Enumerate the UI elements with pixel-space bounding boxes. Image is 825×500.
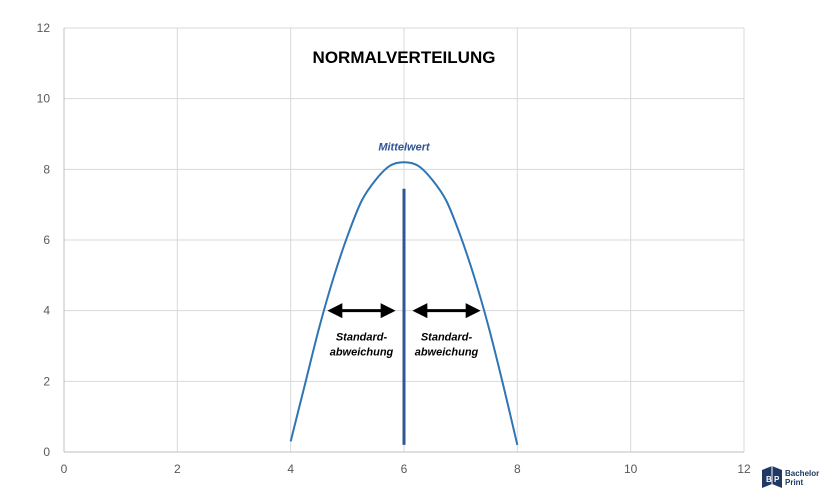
std-deviation-label-left-line1: Standard- [336, 332, 388, 344]
bell-curve-series [289, 161, 519, 446]
y-tick-label: 0 [43, 445, 50, 459]
bachelorprint-logo: B P Bachelor Print [762, 466, 819, 488]
x-tick-label: 12 [737, 462, 751, 476]
y-tick-label: 2 [43, 374, 50, 388]
y-tick-label: 10 [37, 92, 51, 106]
x-tick-label: 6 [401, 462, 408, 476]
chart-title: NORMALVERTEILUNG [313, 48, 496, 67]
std-deviation-label-right-line1: Standard- [421, 332, 473, 344]
tick-labels: 0 2 4 6 8 10 12 0 2 4 6 8 10 12 [37, 21, 751, 476]
svg-text:P: P [774, 475, 780, 484]
book-icon: B P [762, 466, 782, 488]
mean-label: Mittelwert [378, 141, 431, 153]
x-tick-label: 10 [624, 462, 638, 476]
x-tick-label: 8 [514, 462, 521, 476]
x-tick-label: 0 [61, 462, 68, 476]
logo-line1: Bachelor [785, 469, 819, 478]
x-tick-label: 2 [174, 462, 181, 476]
axes [63, 28, 744, 453]
y-tick-label: 4 [43, 304, 50, 318]
y-tick-label: 12 [37, 21, 51, 35]
std-deviation-label-left-line2: abweichung [330, 347, 394, 359]
std-deviation-label-right-line2: abweichung [415, 347, 479, 359]
svg-text:B: B [766, 475, 772, 484]
x-tick-label: 4 [287, 462, 294, 476]
logo-line2: Print [785, 478, 804, 487]
y-tick-label: 8 [43, 162, 50, 176]
y-tick-label: 6 [43, 233, 50, 247]
